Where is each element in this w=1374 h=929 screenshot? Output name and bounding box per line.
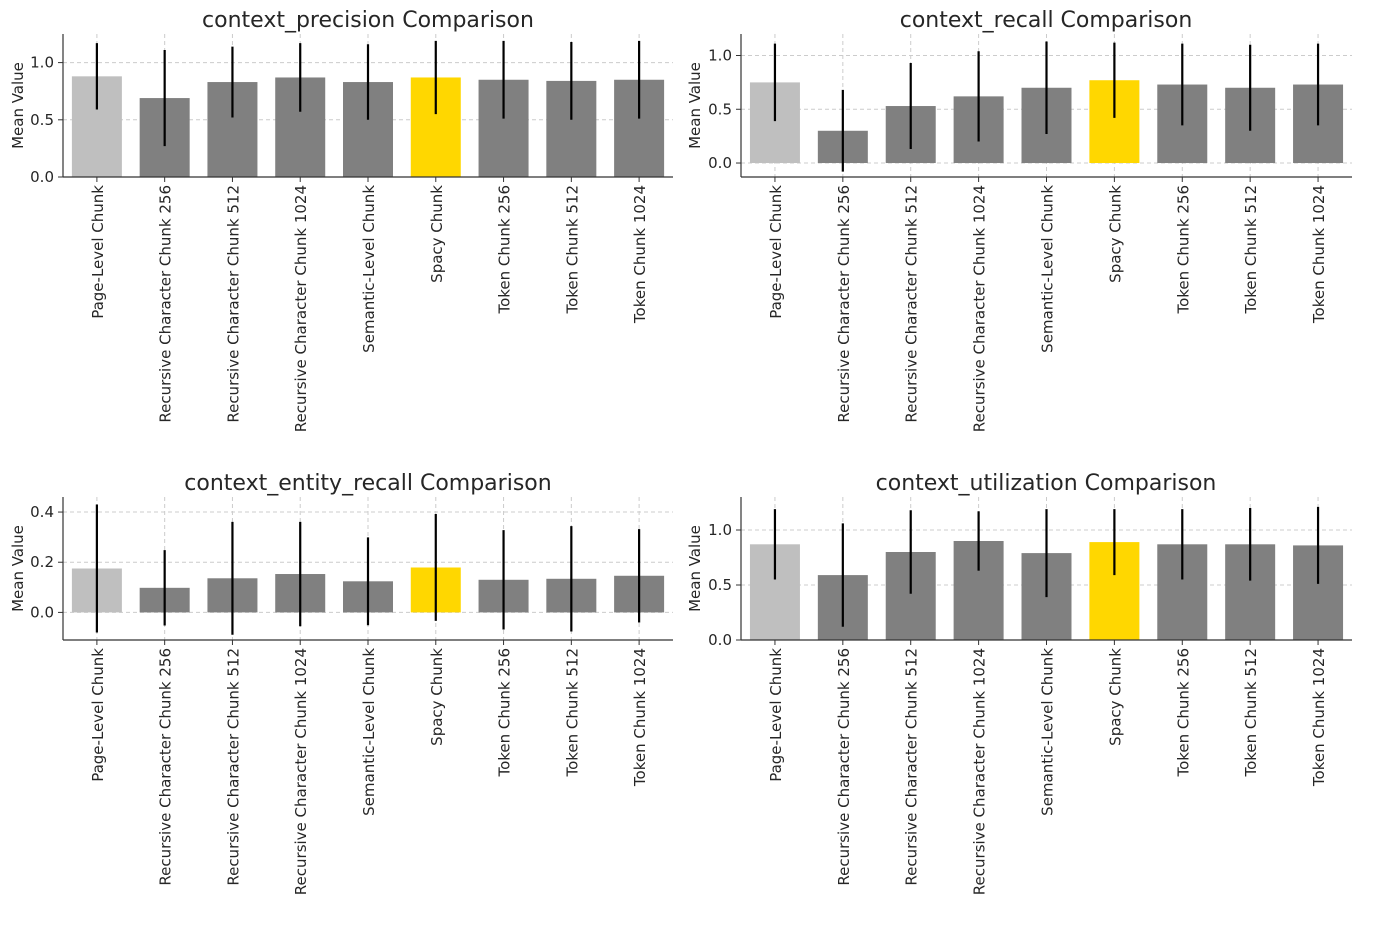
x-tick-label: Token Chunk 256 xyxy=(496,185,514,315)
x-tick-label: Spacy Chunk xyxy=(1106,185,1124,283)
chart-panel-context-utilization: 0.0 0.5 1.0 Page-Level Chunk Recursive Chara… xyxy=(686,471,1352,895)
x-tick-label: Page-Level Chunk xyxy=(89,648,107,782)
y-tick-label: 0.5 xyxy=(708,100,732,118)
chart-title: context_entity_recall Comparison xyxy=(184,471,551,496)
x-tick-label: Semantic-Level Chunk xyxy=(360,648,378,816)
y-tick-label: 0.0 xyxy=(708,631,732,649)
x-tick-label: Semantic-Level Chunk xyxy=(360,185,378,353)
x-tick-label: Recursive Character Chunk 256 xyxy=(835,185,853,423)
x-tick-label: Spacy Chunk xyxy=(1106,648,1124,746)
x-tick-label: Token Chunk 1024 xyxy=(631,185,649,324)
x-tick-label: Recursive Character Chunk 512 xyxy=(224,648,242,886)
x-tick-label: Token Chunk 512 xyxy=(1242,185,1260,315)
y-axis-label: Mean Value xyxy=(686,62,704,149)
x-tick-label: Token Chunk 1024 xyxy=(631,648,649,787)
x-tick-label: Token Chunk 512 xyxy=(563,185,581,315)
x-tick-label: Token Chunk 512 xyxy=(1242,648,1260,778)
x-tick-label: Token Chunk 1024 xyxy=(1310,185,1328,324)
x-tick-label: Semantic-Level Chunk xyxy=(1039,648,1057,816)
y-tick-label: 0.0 xyxy=(708,154,732,172)
chart-title: context_utilization Comparison xyxy=(876,471,1217,496)
x-tick-label: Recursive Character Chunk 512 xyxy=(903,185,921,423)
x-tick-label: Recursive Character Chunk 1024 xyxy=(971,648,989,895)
x-tick-label: Recursive Character Chunk 1024 xyxy=(292,185,310,432)
y-axis-label: Mean Value xyxy=(9,525,27,612)
x-tick-label: Token Chunk 1024 xyxy=(1310,648,1328,787)
x-tick-label: Semantic-Level Chunk xyxy=(1039,185,1057,353)
x-tick-label: Recursive Character Chunk 512 xyxy=(224,185,242,423)
y-tick-label: 0.0 xyxy=(30,603,54,621)
x-tick-label: Recursive Character Chunk 1024 xyxy=(292,648,310,895)
chart-panel-context-recall: 0.0 0.5 1.0 Page-Level Chunk Recursive Chara… xyxy=(686,8,1352,432)
x-tick-label: Recursive Character Chunk 512 xyxy=(903,648,921,886)
y-axis-label: Mean Value xyxy=(9,62,27,149)
x-tick-label: Spacy Chunk xyxy=(428,185,446,283)
x-tick-label: Recursive Character Chunk 256 xyxy=(157,648,175,886)
y-tick-label: 0.0 xyxy=(30,168,54,186)
y-tick-label: 0.4 xyxy=(30,503,54,521)
chart-title: context_precision Comparison xyxy=(202,8,534,33)
chart-panel-context-precision: 0.0 0.5 1.0 Page-Level Chunk Recursive Chara… xyxy=(9,8,673,432)
y-tick-label: 1.0 xyxy=(708,521,732,539)
x-tick-label: Recursive Character Chunk 256 xyxy=(157,185,175,423)
x-tick-label: Recursive Character Chunk 256 xyxy=(835,648,853,886)
x-tick-label: Page-Level Chunk xyxy=(767,185,785,319)
x-tick-label: Recursive Character Chunk 1024 xyxy=(971,185,989,432)
x-tick-label: Page-Level Chunk xyxy=(767,648,785,782)
y-tick-label: 1.0 xyxy=(30,54,54,72)
x-tick-label: Token Chunk 512 xyxy=(563,648,581,778)
x-tick-label: Spacy Chunk xyxy=(428,648,446,746)
x-tick-label: Token Chunk 256 xyxy=(1174,648,1192,778)
y-tick-label: 0.5 xyxy=(30,111,54,129)
x-tick-label: Token Chunk 256 xyxy=(1174,185,1192,315)
y-axis-label: Mean Value xyxy=(686,525,704,612)
chart-panel-context-entity-recall: 0.0 0.2 0.4 Page-Level Chunk Recursive Chara… xyxy=(9,471,673,895)
y-tick-label: 0.2 xyxy=(30,553,54,571)
x-tick-label: Token Chunk 256 xyxy=(496,648,514,778)
y-tick-label: 0.5 xyxy=(708,576,732,594)
chart-title: context_recall Comparison xyxy=(900,8,1193,33)
y-tick-label: 1.0 xyxy=(708,47,732,65)
x-tick-label: Page-Level Chunk xyxy=(89,185,107,319)
